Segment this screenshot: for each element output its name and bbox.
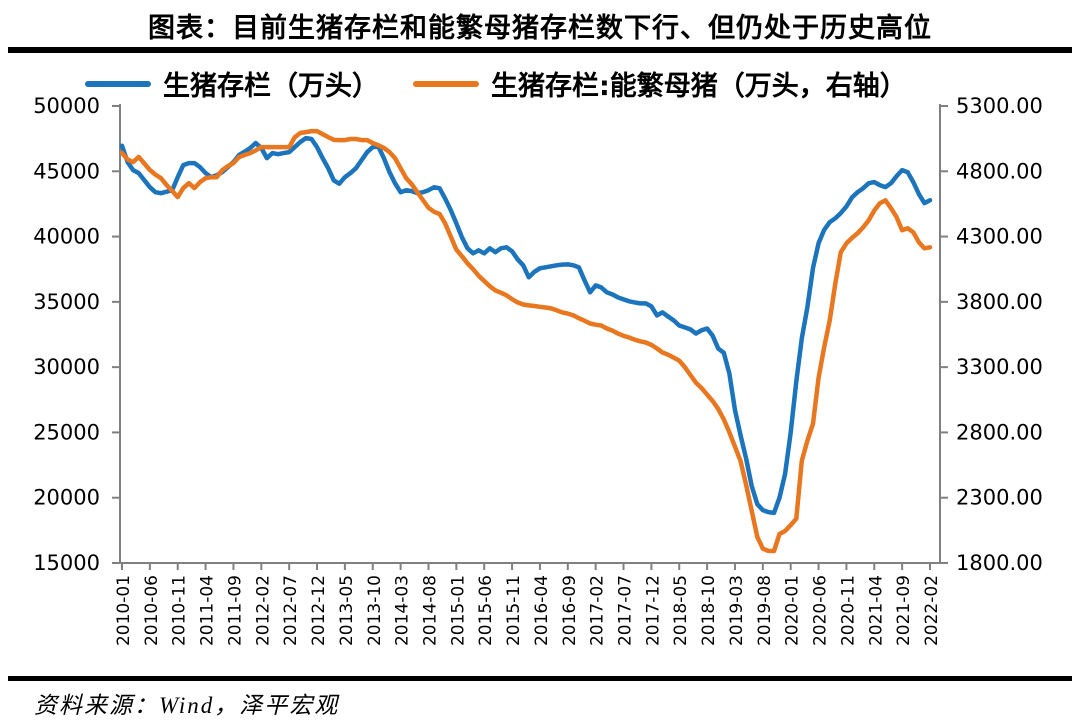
right-axis-tick-label: 2300.00 [956,486,1043,510]
x-axis-tick-label: 2013-10 [365,575,385,646]
x-axis-tick-label: 2020-06 [811,575,831,646]
x-axis-tick-label: 2018-10 [699,575,719,646]
x-axis-tick-label: 2019-03 [727,575,747,646]
left-axis-tick-label: 35000 [33,290,100,314]
x-axis-tick-label: 2010-06 [142,575,162,646]
x-axis-tick-label: 2020-11 [838,575,858,646]
legend-label-pig-inventory: 生猪存栏（万头） [163,71,379,102]
left-axis-tick-label: 50000 [33,94,100,118]
x-axis-tick-label: 2022-02 [922,575,942,646]
top-divider-rule [8,47,1072,53]
x-axis-tick-label: 2020-01 [783,575,803,646]
x-axis-tick-label: 2011-04 [198,575,218,646]
legend-item-pig-inventory: 生猪存栏（万头） [85,64,379,103]
x-axis-tick-label: 2013-05 [337,575,357,646]
right-axis-tick-label: 4300.00 [956,225,1043,249]
x-axis-tick-label: 2015-01 [448,575,468,646]
x-axis-tick-label: 2012-07 [281,575,301,646]
x-axis-tick-label: 2015-11 [504,575,524,646]
right-axis-tick-label: 5300.00 [956,94,1043,118]
x-axis-tick-label: 2019-08 [755,575,775,646]
x-axis-tick-label: 2016-09 [560,575,580,646]
legend-label-sow-inventory: 生猪存栏:能繁母猪（万头，右轴） [491,71,907,102]
legend: 生猪存栏（万头） 生猪存栏:能繁母猪（万头，右轴） [85,64,907,103]
x-axis-tick-label: 2021-04 [866,575,886,646]
right-axis-tick-label: 1800.00 [956,551,1043,575]
left-axis-tick-label: 25000 [33,420,100,444]
left-axis-tick-label: 15000 [33,551,100,575]
x-axis-tick-label: 2012-02 [253,575,273,646]
source-attribution: 资料来源：Wind，泽平宏观 [34,693,340,718]
x-axis-tick-label: 2017-07 [616,575,636,646]
bottom-divider-rule [8,676,1072,681]
legend-item-sow-inventory: 生猪存栏:能繁母猪（万头，右轴） [413,64,907,103]
left-axis-tick-label: 30000 [33,355,100,379]
x-axis-tick-label: 2010-01 [114,575,134,646]
x-axis-tick-label: 2012-12 [309,575,329,646]
pig-inventory-series-line [119,135,933,516]
x-axis-tick-label: 2018-05 [671,575,691,646]
right-axis-tick-label: 3800.00 [956,290,1043,314]
left-axis-tick-label: 40000 [33,225,100,249]
x-axis-tick-label: 2021-09 [894,575,914,646]
left-axis-tick-label: 45000 [33,159,100,183]
x-axis-tick-label: 2010-11 [170,575,190,646]
x-axis-tick-label: 2014-08 [420,575,440,646]
x-axis-tick-label: 2017-12 [643,575,663,646]
right-axis-tick-label: 4800.00 [956,159,1043,183]
sow-inventory-series-line [119,128,933,554]
sow-inventory-line-swatch [413,80,479,87]
x-axis-tick-label: 2011-09 [225,575,245,646]
x-axis-tick-label: 2016-04 [532,575,552,646]
right-axis-tick-label: 3300.00 [956,355,1043,379]
pig-inventory-line-swatch [85,80,151,87]
x-axis-tick-label: 2017-02 [588,575,608,646]
left-axis-tick-label: 20000 [33,486,100,510]
x-axis-tick-label: 2015-06 [476,575,496,646]
chart-title: 图表：目前生猪存栏和能繁母猪存栏数下行、但仍处于历史高位 [148,13,932,43]
x-axis-tick-label: 2014-03 [393,575,413,646]
right-axis-tick-label: 2800.00 [956,420,1043,444]
